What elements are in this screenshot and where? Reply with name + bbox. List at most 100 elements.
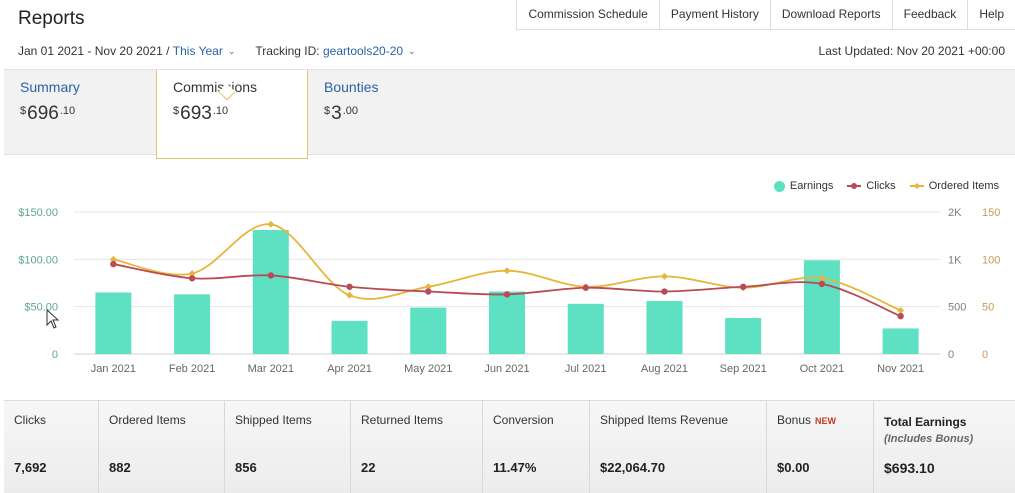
stat-label: Bonus NEW <box>777 413 863 427</box>
stat-conversion: Conversion 11.47% <box>483 401 590 493</box>
stat-value: $22,064.70 <box>600 460 666 475</box>
commissions-amount: $ 693 .10 <box>173 103 291 125</box>
chevron-down-icon[interactable]: ⌄ <box>408 45 416 56</box>
amount-decimal: .10 <box>212 105 229 117</box>
help-link[interactable]: Help <box>979 7 1004 21</box>
ordered-items-point <box>109 255 117 263</box>
tab-bounties[interactable]: Bounties $ 3 .00 <box>308 70 394 156</box>
earnings-swatch <box>773 180 785 192</box>
summary-amount: $ 696 .10 <box>20 103 80 125</box>
amount-whole: 693 <box>180 103 212 124</box>
amount-decimal: .00 <box>342 105 358 117</box>
chart-legend: Earnings Clicks Ordered Items <box>773 180 999 192</box>
chart-svg: 0 0 0 $50.00 500 50 $100.00 1K 100 $150.00 2K 150 Ja… <box>18 207 1000 375</box>
stat-label: Shipped Items <box>235 413 312 427</box>
earnings-bar <box>489 291 525 354</box>
clicks-swatch <box>847 183 862 189</box>
ordered-items-swatch <box>909 183 924 189</box>
right-axis-2-tick: 0 <box>982 349 988 361</box>
ordered-items-point <box>897 306 905 314</box>
mouse-cursor-icon <box>46 309 60 329</box>
stat-value: 11.47% <box>493 460 537 475</box>
earnings-bar <box>410 307 447 354</box>
earnings-bar <box>646 300 683 354</box>
legend-ordered-items[interactable]: Ordered Items <box>909 180 999 192</box>
stat-value: $693.10 <box>884 460 935 476</box>
x-axis-tick: Jul 2021 <box>565 363 607 375</box>
legend-ordered-items-label: Ordered Items <box>928 180 999 192</box>
clicks-point <box>661 288 668 295</box>
legend-earnings-label: Earnings <box>789 180 834 192</box>
bounties-amount: $ 3 .00 <box>324 103 378 125</box>
ordered-items-point <box>660 272 668 280</box>
stat-value: 856 <box>235 460 257 475</box>
x-axis-tick: Apr 2021 <box>327 363 372 375</box>
left-axis-tick: $150.00 <box>18 207 58 219</box>
ordered-items-point <box>267 220 275 228</box>
amount-whole: 696 <box>27 103 59 124</box>
tab-summary[interactable]: Summary $ 696 .10 <box>4 70 96 156</box>
tracking-label: Tracking ID: <box>255 44 320 58</box>
x-axis-tick: Sep 2021 <box>720 363 767 375</box>
legend-clicks-label: Clicks <box>866 180 896 192</box>
earnings-bar <box>95 292 132 354</box>
right-axis-2-tick: 150 <box>982 207 1000 219</box>
x-axis-tick: Mar 2021 <box>248 363 294 375</box>
top-navigation: Commission Schedule Payment History Down… <box>516 0 1015 30</box>
left-axis-tick: $100.00 <box>18 254 58 266</box>
clicks-point <box>582 284 589 291</box>
left-axis-tick: 0 <box>52 349 58 361</box>
legend-clicks[interactable]: Clicks <box>847 180 896 192</box>
clicks-point <box>188 275 196 282</box>
x-axis-tick: Oct 2021 <box>800 363 845 375</box>
tab-commissions[interactable]: Commissions $ 693 .10 <box>156 70 308 159</box>
total-earnings-sublabel: (Includes Bonus) <box>884 433 974 445</box>
stat-label: Conversion <box>493 413 554 427</box>
period-dropdown[interactable]: This Year <box>172 44 223 58</box>
currency-symbol: $ <box>173 105 180 117</box>
new-badge: NEW <box>815 416 837 426</box>
stat-value: 7,692 <box>14 460 47 475</box>
earnings-bar <box>252 229 289 354</box>
right-axis-1-tick: 0 <box>948 349 954 361</box>
x-axis-tick: Jun 2021 <box>484 363 529 375</box>
commission-schedule-link[interactable]: Commission Schedule <box>517 0 660 29</box>
chevron-down-icon[interactable]: ⌄ <box>227 45 236 56</box>
download-reports-link[interactable]: Download Reports <box>771 0 893 29</box>
feedback-link[interactable]: Feedback <box>893 0 969 29</box>
stat-value: 22 <box>361 460 376 475</box>
stat-total-earnings: Total Earnings (Includes Bonus) $693.10 <box>874 401 1015 493</box>
earnings-bar <box>567 303 604 354</box>
ordered-items-point <box>818 274 826 282</box>
summary-totals: Clicks 7,692 Ordered Items 882 Shipped I… <box>4 400 1015 493</box>
clicks-point <box>425 288 432 295</box>
ordered-items-point <box>346 291 354 299</box>
total-earnings-label: Total Earnings <box>884 415 967 429</box>
clicks-point <box>503 291 511 298</box>
earnings-bar <box>725 318 762 354</box>
clicks-point <box>346 283 353 290</box>
tracking-id-dropdown[interactable]: geartools20-20 <box>322 44 404 58</box>
right-axis-1-tick: 500 <box>948 302 966 314</box>
earnings-chart: 0 0 0 $50.00 500 50 $100.00 1K 100 $150.00 2K 150 Ja… <box>4 156 1015 398</box>
stat-clicks: Clicks 7,692 <box>4 401 99 493</box>
x-axis-tick: May 2021 <box>404 363 452 375</box>
report-tabs: Summary $ 696 .10 Commissions $ 693 .10 … <box>4 69 1015 159</box>
right-axis-2-tick: 100 <box>982 254 1000 266</box>
amount-decimal: .10 <box>59 105 76 117</box>
right-axis-1-tick: 1K <box>948 254 962 266</box>
stat-label: Shipped Items Revenue <box>600 413 729 427</box>
date-range: Jan 01 2021 - Nov 20 2021 / <box>18 44 170 58</box>
legend-earnings[interactable]: Earnings <box>773 180 834 192</box>
ordered-items-point <box>424 283 432 291</box>
tab-bounties-label: Bounties <box>324 79 379 95</box>
stat-bonus: Bonus NEW $0.00 <box>767 401 874 493</box>
ordered-items-point <box>188 270 196 278</box>
payment-history-link[interactable]: Payment History <box>660 0 771 29</box>
clicks-point <box>897 312 904 320</box>
page-title: Reports <box>18 8 85 29</box>
currency-symbol: $ <box>324 105 331 117</box>
stat-shipped-items: Shipped Items 856 <box>225 401 351 493</box>
earnings-bar <box>174 294 211 354</box>
stat-shipped-revenue: Shipped Items Revenue $22,064.70 <box>590 401 767 493</box>
